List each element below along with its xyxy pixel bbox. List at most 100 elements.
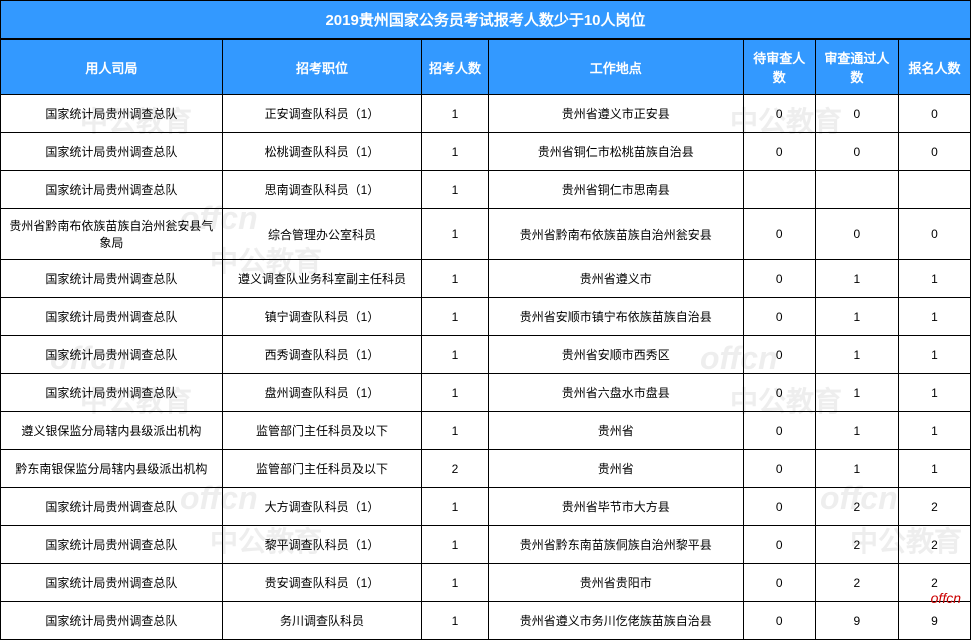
cell-count: 2 [422,450,489,488]
cell-department: 国家统计局贵州调查总队 [1,374,223,412]
table-row: 国家统计局贵州调查总队镇宁调查队科员（1）1贵州省安顺市镇宁布依族苗族自治县01… [1,298,971,336]
cell-count: 1 [422,171,489,209]
cell-position: 盘州调查队科员（1） [222,374,422,412]
cell-applied: 0 [898,95,970,133]
cell-pending: 0 [743,95,815,133]
cell-department: 国家统计局贵州调查总队 [1,488,223,526]
cell-pending: 0 [743,450,815,488]
cell-position: 镇宁调查队科员（1） [222,298,422,336]
cell-approved: 2 [815,488,898,526]
cell-applied: 1 [898,450,970,488]
table-row: 国家统计局贵州调查总队思南调查队科员（1）1贵州省铜仁市思南县 [1,171,971,209]
cell-count: 1 [422,526,489,564]
cell-applied: 0 [898,133,970,171]
header-recruit-count: 招考人数 [422,40,489,95]
cell-department: 国家统计局贵州调查总队 [1,526,223,564]
header-approved: 审查通过人数 [815,40,898,95]
cell-position: 松桃调查队科员（1） [222,133,422,171]
cell-position: 西秀调查队科员（1） [222,336,422,374]
cell-position: 贵安调查队科员（1） [222,564,422,602]
table-row: 国家统计局贵州调查总队松桃调查队科员（1）1贵州省铜仁市松桃苗族自治县000 [1,133,971,171]
header-department: 用人司局 [1,40,223,95]
cell-department: 国家统计局贵州调查总队 [1,260,223,298]
cell-location: 贵州省 [488,412,743,450]
cell-pending: 0 [743,209,815,260]
cell-pending: 0 [743,602,815,640]
cell-approved: 9 [815,602,898,640]
cell-location: 贵州省遵义市正安县 [488,95,743,133]
table-row: 国家统计局贵州调查总队遵义调查队业务科室副主任科员1贵州省遵义市011 [1,260,971,298]
cell-position: 黎平调查队科员（1） [222,526,422,564]
table-row: 国家统计局贵州调查总队贵安调查队科员（1）1贵州省贵阳市022 [1,564,971,602]
cell-location: 贵州省安顺市镇宁布依族苗族自治县 [488,298,743,336]
cell-count: 1 [422,298,489,336]
cell-location: 贵州省安顺市西秀区 [488,336,743,374]
cell-position: 监管部门主任科员及以下 [222,450,422,488]
footer-watermark: offcn [931,590,961,606]
cell-count: 1 [422,133,489,171]
cell-approved: 1 [815,260,898,298]
cell-position: 正安调查队科员（1） [222,95,422,133]
cell-count: 1 [422,95,489,133]
cell-pending: 0 [743,260,815,298]
cell-position: 务川调查队科员 [222,602,422,640]
cell-pending: 0 [743,336,815,374]
cell-location: 贵州省毕节市大方县 [488,488,743,526]
cell-applied: 1 [898,412,970,450]
cell-location: 贵州省铜仁市思南县 [488,171,743,209]
cell-applied: 1 [898,298,970,336]
cell-count: 1 [422,209,489,260]
table-row: 国家统计局贵州调查总队盘州调查队科员（1）1贵州省六盘水市盘县011 [1,374,971,412]
cell-department: 国家统计局贵州调查总队 [1,602,223,640]
table-row: 国家统计局贵州调查总队务川调查队科员1贵州省遵义市务川仡佬族苗族自治县099 [1,602,971,640]
cell-approved: 2 [815,526,898,564]
cell-department: 黔东南银保监分局辖内县级派出机构 [1,450,223,488]
cell-count: 1 [422,260,489,298]
main-container: 2019贵州国家公务员考试报考人数少于10人岗位 用人司局 招考职位 招考人数 … [0,0,971,640]
cell-applied: 2 [898,526,970,564]
table-body: 国家统计局贵州调查总队正安调查队科员（1）1贵州省遵义市正安县000国家统计局贵… [1,95,971,640]
cell-pending: 0 [743,374,815,412]
cell-applied: 1 [898,336,970,374]
cell-approved: 0 [815,95,898,133]
header-pending: 待审查人数 [743,40,815,95]
table-row: 国家统计局贵州调查总队黎平调查队科员（1）1贵州省黔东南苗族侗族自治州黎平县02… [1,526,971,564]
cell-department: 国家统计局贵州调查总队 [1,298,223,336]
cell-location: 贵州省黔南布依族苗族自治州瓮安县 [488,209,743,260]
cell-pending [743,171,815,209]
cell-pending: 0 [743,412,815,450]
cell-pending: 0 [743,526,815,564]
cell-approved: 2 [815,564,898,602]
cell-count: 1 [422,488,489,526]
table-row: 贵州省黔南布依族苗族自治州瓮安县气象局综合管理办公室科员1贵州省黔南布依族苗族自… [1,209,971,260]
cell-approved: 1 [815,412,898,450]
page-title: 2019贵州国家公务员考试报考人数少于10人岗位 [0,0,971,39]
cell-applied [898,171,970,209]
cell-count: 1 [422,412,489,450]
cell-position: 监管部门主任科员及以下 [222,412,422,450]
cell-department: 国家统计局贵州调查总队 [1,564,223,602]
cell-department: 国家统计局贵州调查总队 [1,171,223,209]
cell-pending: 0 [743,133,815,171]
cell-count: 1 [422,602,489,640]
table-row: 国家统计局贵州调查总队正安调查队科员（1）1贵州省遵义市正安县000 [1,95,971,133]
cell-approved: 0 [815,209,898,260]
cell-location: 贵州省黔东南苗族侗族自治州黎平县 [488,526,743,564]
cell-pending: 0 [743,488,815,526]
header-row: 用人司局 招考职位 招考人数 工作地点 待审查人数 审查通过人数 报名人数 [1,40,971,95]
cell-department: 国家统计局贵州调查总队 [1,95,223,133]
cell-approved: 1 [815,336,898,374]
cell-applied: 1 [898,374,970,412]
header-applied: 报名人数 [898,40,970,95]
cell-approved: 0 [815,133,898,171]
cell-location: 贵州省铜仁市松桃苗族自治县 [488,133,743,171]
cell-count: 1 [422,336,489,374]
table-row: 国家统计局贵州调查总队大方调查队科员（1）1贵州省毕节市大方县022 [1,488,971,526]
data-table: 用人司局 招考职位 招考人数 工作地点 待审查人数 审查通过人数 报名人数 国家… [0,39,971,640]
cell-applied: 0 [898,209,970,260]
cell-approved [815,171,898,209]
cell-applied: 9 [898,602,970,640]
cell-department: 国家统计局贵州调查总队 [1,133,223,171]
cell-count: 1 [422,564,489,602]
cell-approved: 1 [815,450,898,488]
